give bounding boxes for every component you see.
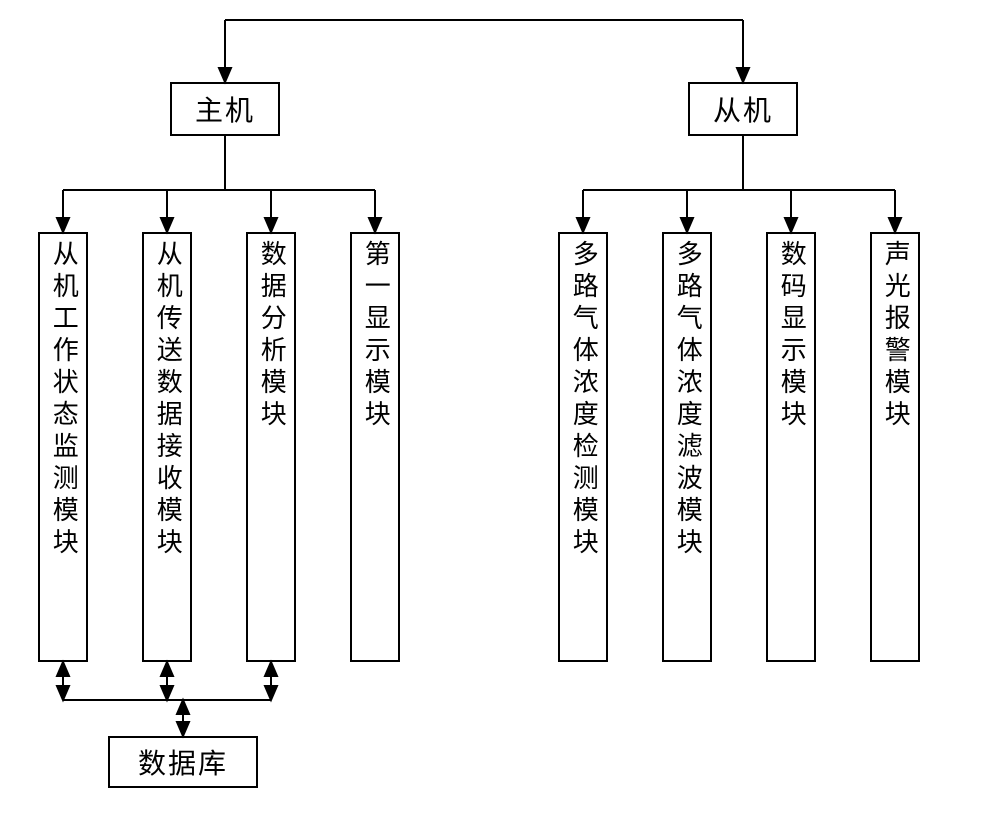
node-s2-label: 多路气体浓度滤波模块	[673, 240, 702, 560]
node-m3: 数据分析模块	[246, 232, 296, 662]
node-m2-label: 从机传送数据接收模块	[153, 240, 182, 560]
node-s1: 多路气体浓度检测模块	[558, 232, 608, 662]
node-s3: 数码显示模块	[766, 232, 816, 662]
node-s1-label: 多路气体浓度检测模块	[569, 240, 598, 560]
diagram-canvas: 主机 从机 从机工作状态监测模块 从机传送数据接收模块 数据分析模块 第一显示模…	[0, 0, 1000, 821]
node-m1: 从机工作状态监测模块	[38, 232, 88, 662]
node-database-label: 数据库	[128, 738, 238, 786]
node-s2: 多路气体浓度滤波模块	[662, 232, 712, 662]
node-s4: 声光报警模块	[870, 232, 920, 662]
node-slave: 从机	[688, 82, 798, 136]
node-m4-label: 第一显示模块	[361, 240, 390, 432]
node-s3-label: 数码显示模块	[777, 240, 806, 432]
node-m3-label: 数据分析模块	[257, 240, 286, 432]
node-m1-label: 从机工作状态监测模块	[49, 240, 78, 560]
node-slave-label: 从机	[703, 85, 783, 133]
node-m2: 从机传送数据接收模块	[142, 232, 192, 662]
node-m4: 第一显示模块	[350, 232, 400, 662]
node-database: 数据库	[108, 736, 258, 788]
node-master: 主机	[170, 82, 280, 136]
node-master-label: 主机	[185, 85, 265, 133]
node-s4-label: 声光报警模块	[881, 240, 910, 432]
